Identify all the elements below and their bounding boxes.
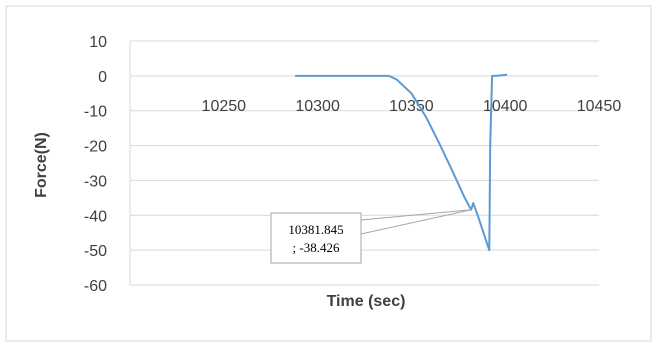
y-tick-label: 10 — [89, 34, 107, 51]
y-tick-label: -30 — [84, 173, 107, 190]
y-tick-label: -40 — [84, 208, 107, 225]
data-point — [489, 145, 491, 147]
callout-y-value: ; -38.426 — [293, 240, 340, 255]
data-point — [478, 218, 480, 220]
x-axis-title: Time (sec) — [327, 293, 406, 310]
grid-lines — [129, 40, 599, 286]
data-point — [484, 235, 486, 237]
callout-leader-line — [360, 209, 472, 221]
y-tick-labels: 10 0 -10 -20 -30 -40 -50 -60 — [84, 34, 107, 295]
x-tick-label: 10350 — [389, 98, 434, 115]
data-point — [388, 75, 390, 77]
data-point — [463, 195, 465, 197]
y-tick-label: -20 — [84, 139, 107, 156]
series-line — [295, 73, 508, 252]
data-point — [472, 202, 474, 204]
y-tick-label: -10 — [84, 104, 107, 121]
data-point — [491, 75, 493, 77]
data-point — [317, 75, 319, 77]
x-tick-label: 10400 — [483, 98, 528, 115]
x-tick-label: 10300 — [295, 98, 340, 115]
y-tick-label: -50 — [84, 243, 107, 260]
x-tick-label: 10450 — [577, 98, 622, 115]
y-axis-title: Force(N) — [33, 132, 50, 198]
data-point — [294, 75, 296, 77]
data-callout: 10381.845 ; -38.426 — [270, 209, 472, 264]
data-point — [488, 249, 490, 251]
data-point — [354, 75, 356, 77]
data-point — [395, 78, 397, 80]
callout-leader-line — [360, 209, 472, 235]
data-point — [425, 117, 427, 119]
y-tick-label: -60 — [84, 278, 107, 295]
data-point — [495, 75, 497, 77]
series-layer — [294, 73, 508, 252]
callout-x-value: 10381.845 — [288, 222, 343, 237]
x-tick-label: 10250 — [202, 98, 247, 115]
data-point — [410, 92, 412, 94]
data-point — [506, 74, 508, 76]
y-tick-label: 0 — [98, 69, 107, 86]
data-point — [452, 171, 454, 173]
data-point — [439, 143, 441, 145]
callout-box — [270, 212, 362, 264]
